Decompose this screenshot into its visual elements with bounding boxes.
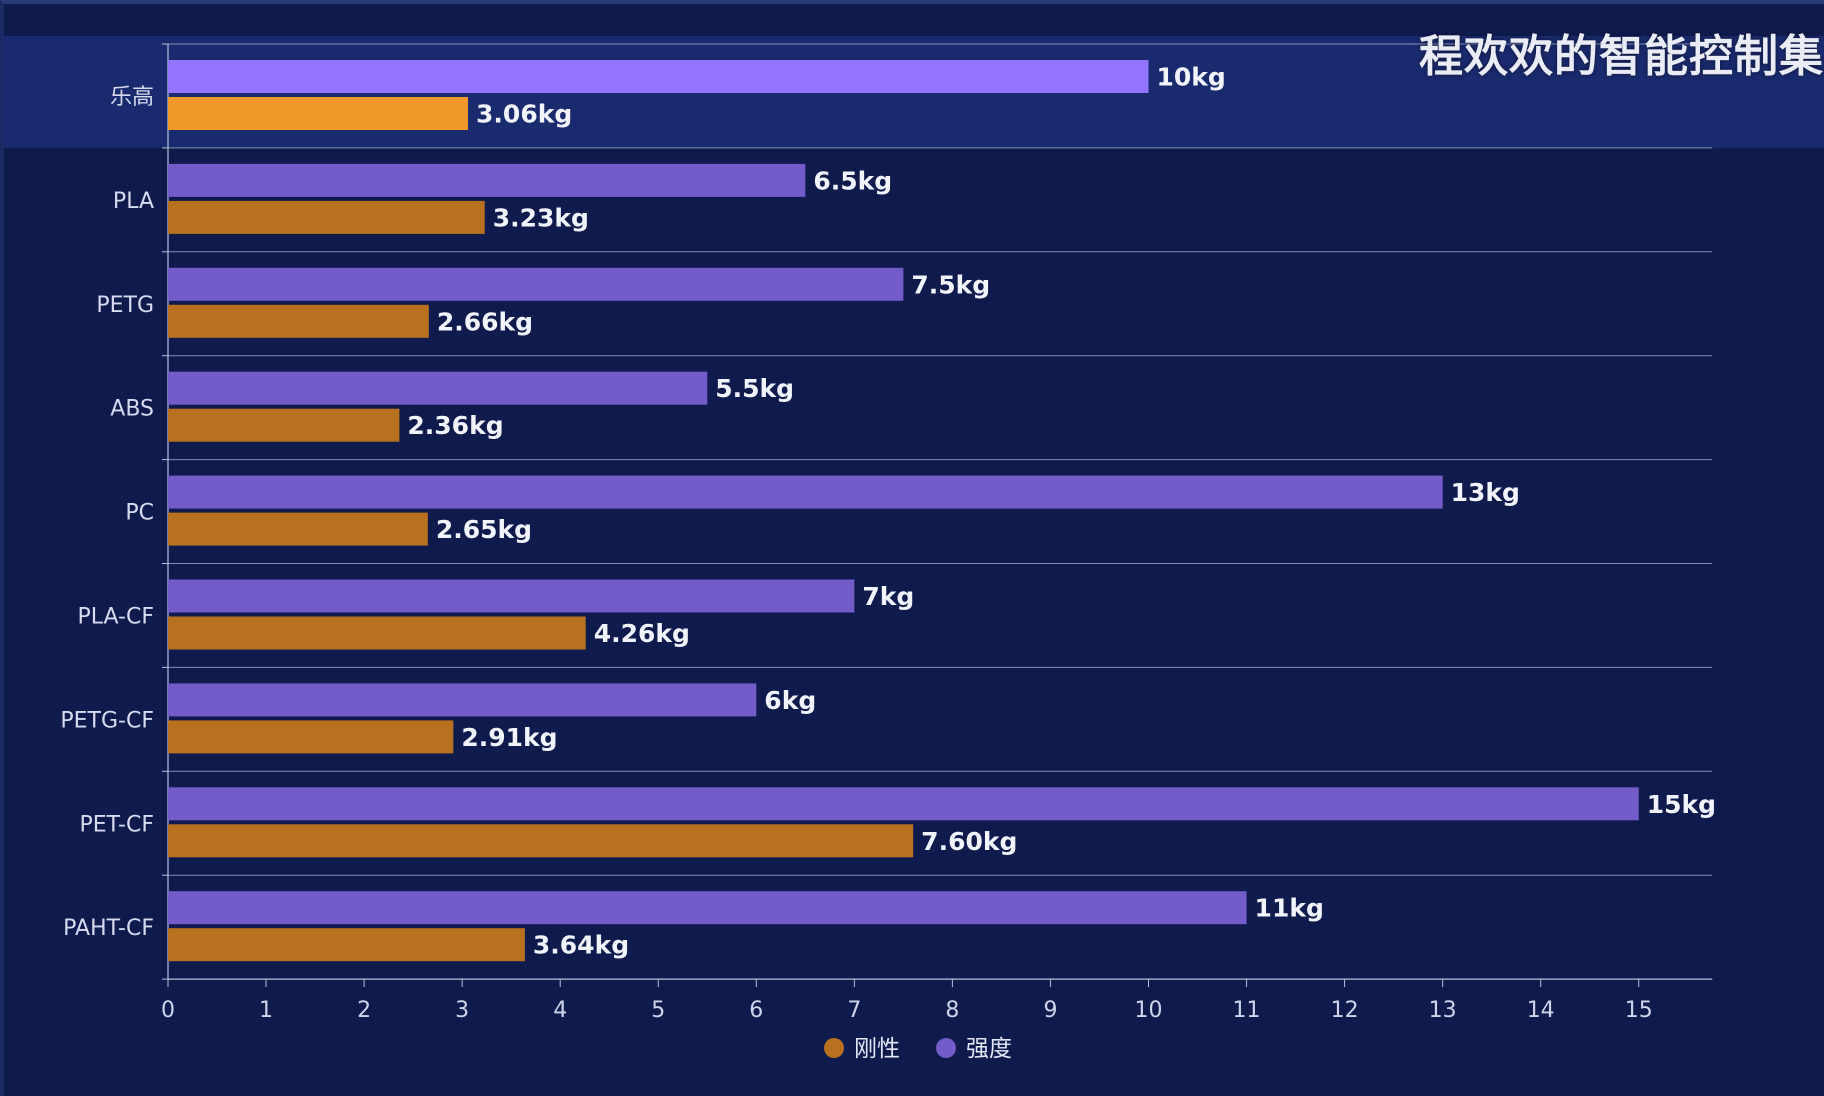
category-label: 乐高	[110, 85, 154, 110]
x-tick-label: 6	[749, 998, 763, 1023]
x-tick-label: 0	[161, 998, 175, 1023]
x-tick-label: 14	[1527, 998, 1555, 1023]
bar-strength	[168, 475, 1443, 509]
legend-marker	[936, 1038, 956, 1058]
x-tick-label: 15	[1625, 998, 1653, 1023]
bar-rigidity	[168, 408, 400, 442]
data-label-strength: 15kg	[1647, 790, 1716, 819]
bar-strength	[168, 579, 855, 613]
data-label-rigidity: 2.91kg	[461, 723, 557, 752]
x-tick-label: 7	[847, 998, 861, 1023]
x-tick-label: 1	[259, 998, 273, 1023]
category-label: ABS	[110, 397, 154, 422]
bar-rigidity	[168, 720, 454, 754]
data-label-strength: 11kg	[1255, 894, 1324, 923]
data-label-rigidity: 3.06kg	[476, 100, 572, 129]
x-tick-label: 9	[1043, 998, 1057, 1023]
bar-strength	[168, 683, 757, 717]
x-tick-label: 13	[1429, 998, 1457, 1023]
x-tick-label: 8	[945, 998, 959, 1023]
legend-marker	[824, 1038, 844, 1058]
x-tick-label: 2	[357, 998, 371, 1023]
data-label-strength: 10kg	[1157, 63, 1226, 92]
category-label: PLA	[113, 189, 154, 214]
bar-rigidity	[168, 928, 525, 962]
bar-strength	[168, 60, 1149, 93]
x-tick-label: 11	[1233, 998, 1261, 1023]
bar-strength	[168, 787, 1639, 821]
category-label: PETG	[96, 293, 154, 318]
data-label-rigidity: 7.60kg	[921, 827, 1017, 856]
data-label-rigidity: 4.26kg	[594, 619, 690, 648]
watermark-title: 程欢欢的智能控制集	[1419, 31, 1824, 82]
category-label: PC	[125, 501, 154, 526]
category-label: PLA-CF	[77, 604, 154, 629]
data-label-rigidity: 2.65kg	[436, 515, 532, 544]
category-label: PAHT-CF	[63, 916, 154, 941]
legend-label: 强度	[966, 1036, 1012, 1062]
data-label-rigidity: 2.36kg	[407, 411, 503, 440]
bar-strength	[168, 371, 708, 405]
data-label-rigidity: 2.66kg	[437, 307, 533, 336]
bar-rigidity	[168, 616, 586, 650]
data-label-strength: 7kg	[862, 582, 914, 611]
x-tick-label: 5	[651, 998, 665, 1023]
data-label-strength: 6kg	[764, 686, 816, 715]
data-label-rigidity: 3.23kg	[493, 203, 589, 232]
bar-strength	[168, 163, 806, 197]
bar-strength	[168, 267, 904, 301]
data-label-rigidity: 3.64kg	[533, 931, 629, 960]
data-label-strength: 13kg	[1451, 478, 1520, 507]
legend-label: 刚性	[854, 1036, 900, 1062]
bar-rigidity	[168, 824, 914, 858]
data-label-strength: 5.5kg	[715, 374, 794, 403]
bar-strength	[168, 891, 1247, 925]
x-tick-label: 3	[455, 998, 469, 1023]
data-label-strength: 6.5kg	[813, 166, 892, 195]
x-tick-label: 4	[553, 998, 567, 1023]
category-label: PETG-CF	[60, 708, 154, 733]
bar-rigidity	[168, 200, 485, 234]
data-label-strength: 7.5kg	[911, 270, 990, 299]
bar-chart: 10kg 3.06kg 6.5kg 3.23kg 7.5kg 2.66kg 5.5kg 2.3…	[4, 36, 1824, 1062]
bar-rigidity	[168, 97, 469, 130]
x-tick-label: 12	[1331, 998, 1359, 1023]
bar-rigidity	[168, 512, 428, 546]
category-label: PET-CF	[79, 812, 154, 837]
bar-rigidity	[168, 304, 429, 338]
x-tick-label: 10	[1135, 998, 1163, 1023]
